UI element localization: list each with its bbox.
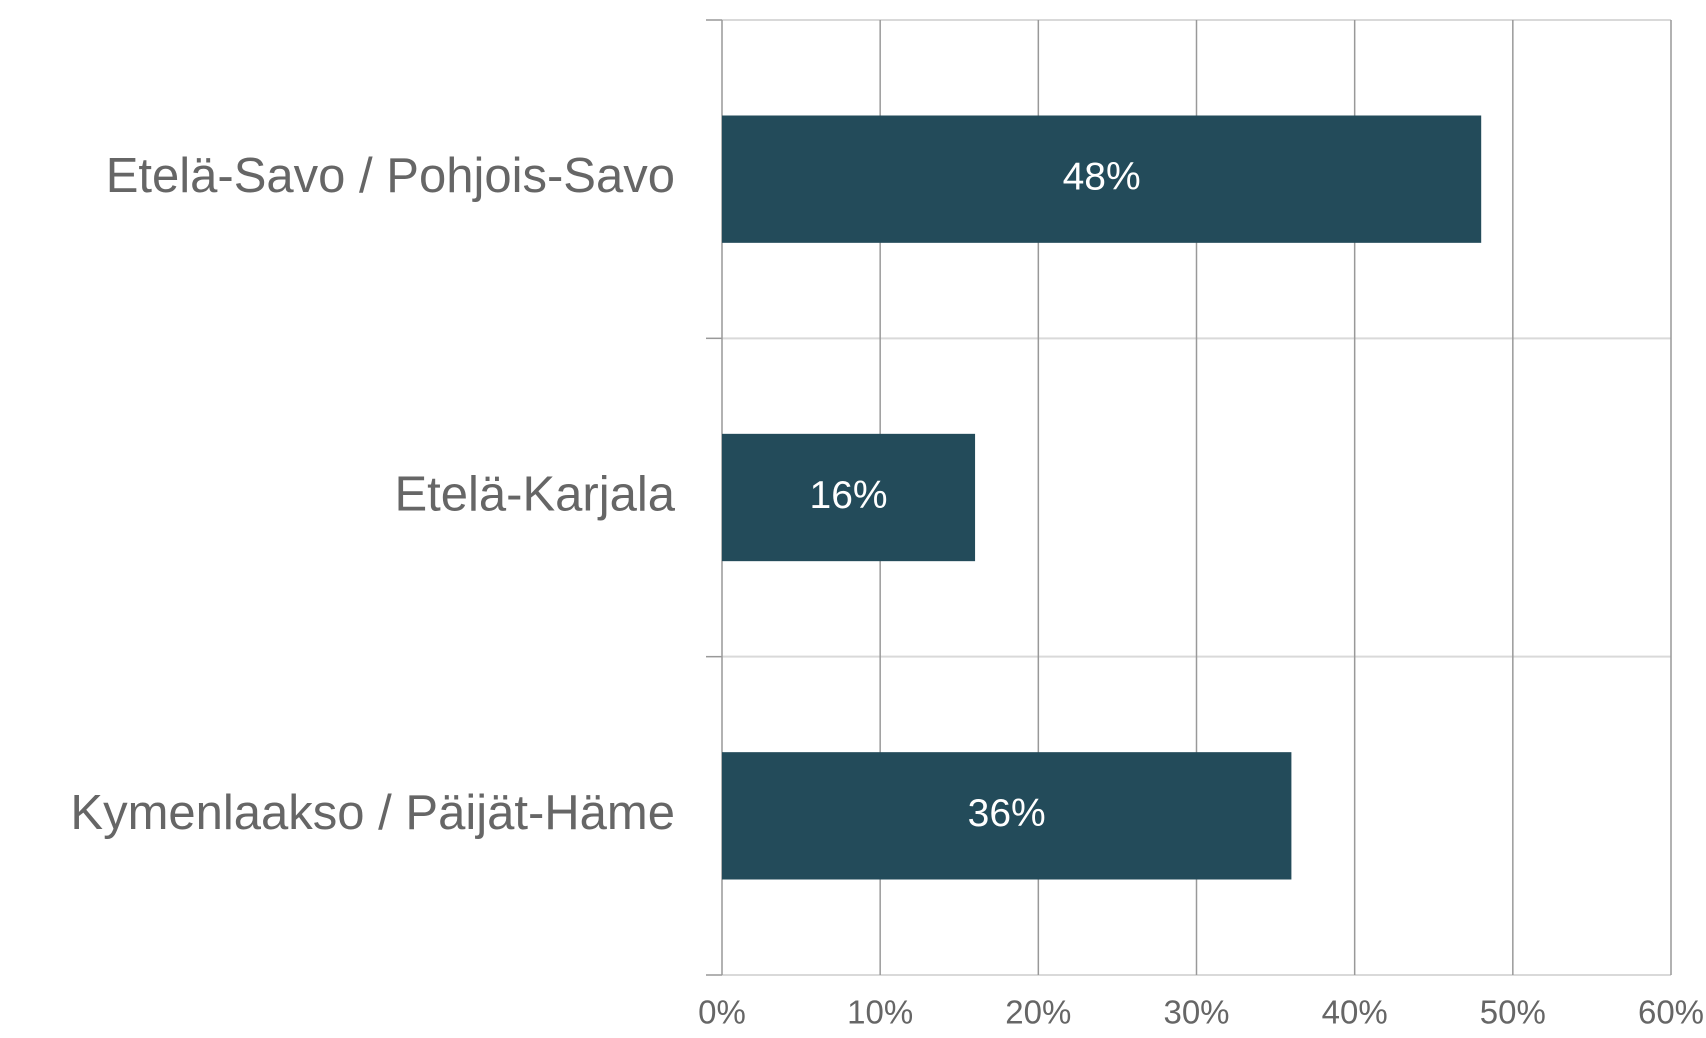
data-label: 48% xyxy=(1063,155,1141,198)
x-tick-label: 30% xyxy=(1163,994,1229,1031)
x-tick-label: 0% xyxy=(698,994,746,1031)
y-tick-label: Etelä-Karjala xyxy=(394,467,675,521)
data-label: 36% xyxy=(968,792,1046,835)
x-tick-label: 10% xyxy=(847,994,913,1031)
x-tick-label: 50% xyxy=(1480,994,1546,1031)
x-tick-label: 60% xyxy=(1638,994,1704,1031)
bar xyxy=(722,115,1482,243)
bar xyxy=(722,752,1292,880)
bar xyxy=(722,433,976,562)
x-tick-label: 40% xyxy=(1322,994,1388,1031)
y-tick-label: Etelä-Savo / Pohjois-Savo xyxy=(106,149,675,203)
y-tick-label: Kymenlaakso / Päijät-Häme xyxy=(70,786,675,840)
x-tick-label: 20% xyxy=(1005,994,1071,1031)
data-label: 16% xyxy=(810,474,888,517)
